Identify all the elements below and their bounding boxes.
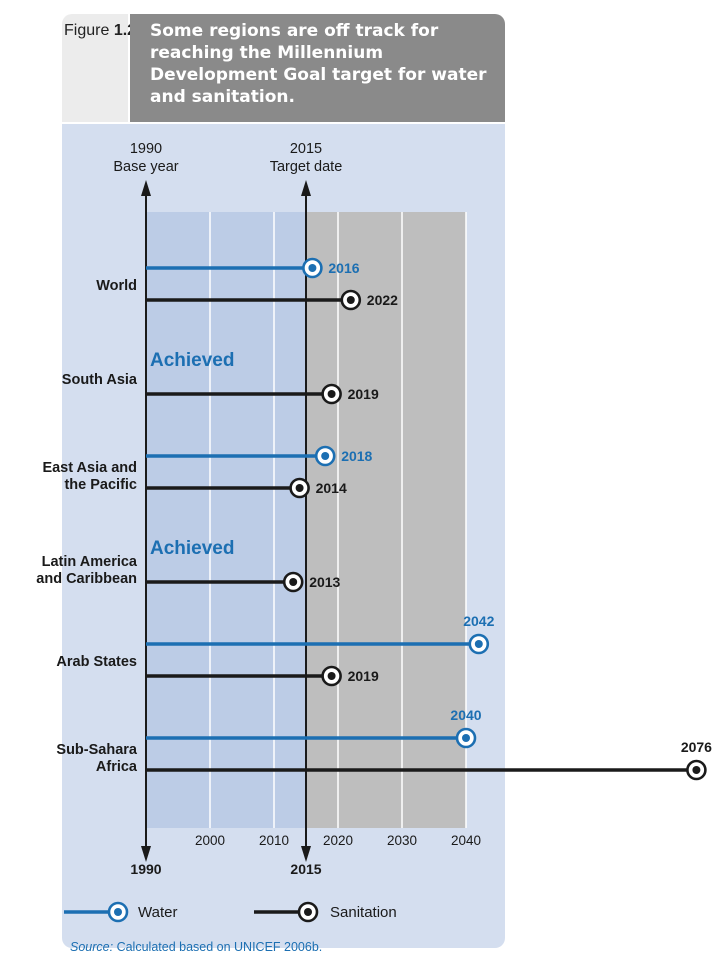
row-3-water-value-label: 2018: [341, 448, 372, 464]
row-1-label-line-1: World: [96, 278, 137, 294]
row-4-sanitation-value-label: 2013: [309, 574, 340, 590]
source-note: Source: Calculated based on UNICEF 2006b…: [70, 940, 322, 954]
row-6-sanitation-marker-dot: [692, 766, 701, 774]
row-1-water-marker-dot: [308, 264, 317, 272]
row-6-label-line-2: Africa: [96, 759, 138, 775]
row-4-label-line-2: and Caribbean: [36, 571, 137, 587]
row-4-sanitation-marker-dot: [289, 578, 298, 586]
row-5-water-marker-dot: [474, 640, 483, 648]
base-axis-arrow-up: [141, 180, 151, 196]
x-tick-2010: 2010: [259, 833, 289, 848]
legend-water-marker-dot: [114, 908, 122, 916]
row-2-sanitation-value-label: 2019: [348, 386, 379, 402]
source-text: Calculated based on UNICEF 2006b.: [116, 940, 323, 954]
row-3-sanitation-marker-dot: [295, 484, 304, 492]
x-tick-2040: 2040: [451, 833, 481, 848]
row-4-label-line-1: Latin America: [42, 554, 138, 570]
row-1-sanitation-marker-dot: [346, 296, 355, 304]
row-1-sanitation-value-label: 2022: [367, 292, 398, 308]
figure-label-box: [62, 14, 128, 122]
legend-sanitation-label: Sanitation: [330, 904, 397, 921]
x-tick-2000: 2000: [195, 833, 225, 848]
figure-title-box: [130, 14, 505, 122]
row-1-water-value-label: 2016: [328, 260, 359, 276]
figure-title: Some regions are off track for reaching …: [150, 21, 487, 107]
row-6-sanitation-value-label: 2076: [681, 739, 712, 755]
row-3-label-line-2: the Pacific: [64, 477, 137, 493]
x-tick-2020: 2020: [323, 833, 353, 848]
target-year-label: 2015: [290, 141, 322, 157]
post-target-band: [306, 212, 466, 828]
figure-label-prefix: Figure: [64, 22, 110, 39]
row-5-sanitation-marker-dot: [327, 672, 336, 680]
legend-water-label: Water: [138, 904, 178, 921]
row-6-water-value-label: 2040: [450, 707, 481, 723]
base-axis-arrow-down: [141, 846, 151, 862]
legend-sanitation-marker-dot: [304, 908, 312, 916]
target-axis-arrow-up: [301, 180, 311, 196]
row-6-label-line-1: Sub-Sahara: [56, 742, 138, 758]
base-axis-label: 1990: [130, 861, 161, 877]
row-5-sanitation-value-label: 2019: [348, 668, 379, 684]
row-2-water-achieved-label: Achieved: [150, 350, 234, 371]
base-year-sub-label: Base year: [113, 159, 178, 175]
row-4-water-achieved-label: Achieved: [150, 538, 234, 559]
target-axis-arrow-down: [301, 846, 311, 862]
row-5-label-line-1: Arab States: [56, 654, 137, 670]
x-tick-2030: 2030: [387, 833, 417, 848]
target-axis-label: 2015: [290, 861, 321, 877]
row-3-label-line-1: East Asia and: [42, 460, 137, 476]
row-2-sanitation-marker-dot: [327, 390, 336, 398]
row-5-water-value-label: 2042: [463, 613, 494, 629]
source-prefix: Source:: [70, 940, 114, 954]
pre-target-band: [146, 212, 306, 828]
row-3-water-marker-dot: [321, 452, 330, 460]
row-3-sanitation-value-label: 2014: [316, 480, 347, 496]
row-6-water-marker-dot: [462, 734, 470, 742]
base-year-label: 1990: [130, 141, 162, 157]
row-2-label-line-1: South Asia: [62, 372, 138, 388]
target-year-sub-label: Target date: [270, 159, 343, 175]
